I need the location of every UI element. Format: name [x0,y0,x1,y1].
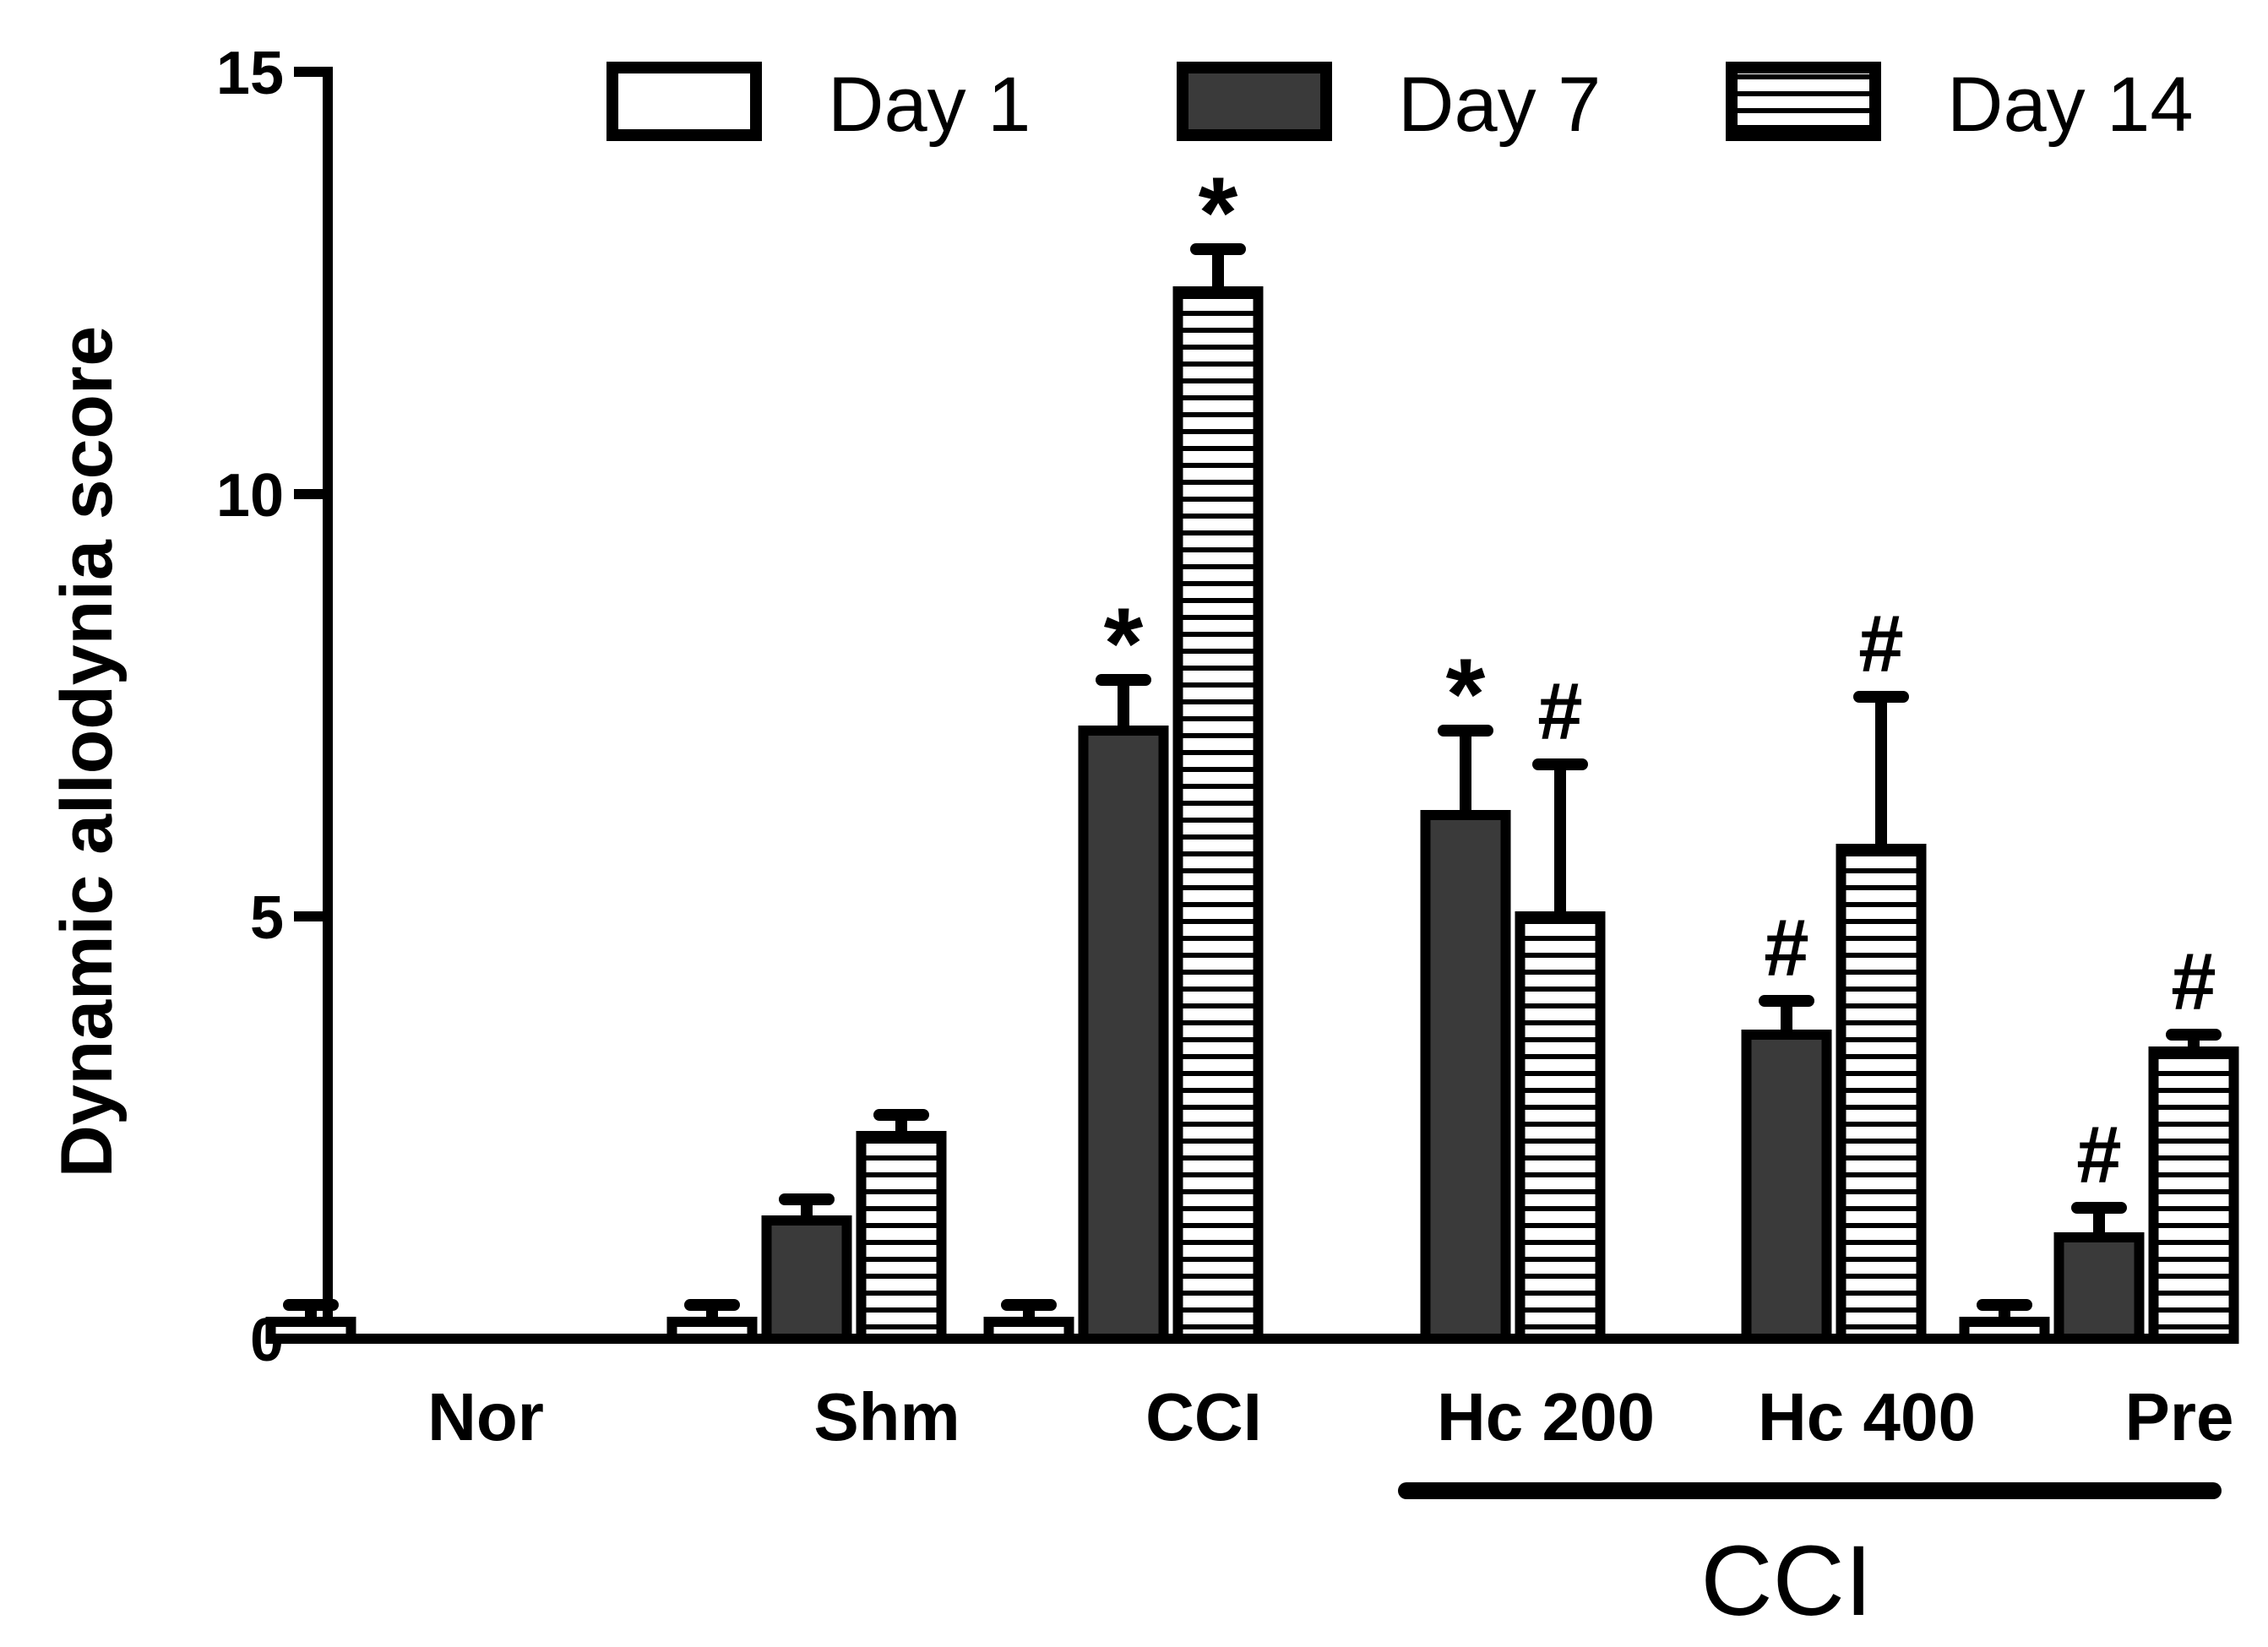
significance-marker: # [1764,903,1808,993]
bar-day-7-pre [2053,1232,2145,1344]
legend-label: Day 1 [828,62,1031,148]
bar-day-14-pre [2148,1046,2239,1344]
y-tick-label: 15 [216,40,284,107]
bars [265,243,2239,1344]
category-label: Shm [813,1379,960,1454]
legend-swatch-day-1 [606,62,762,141]
significance-marker: # [2171,937,2216,1027]
category-label: Nor [427,1379,544,1454]
significance-marker: # [1858,599,1903,689]
significance-marker: * [1104,587,1144,700]
bar-day-14-hc-400 [1836,844,1927,1344]
legend-label: Day 14 [1947,62,2194,148]
significance-marker: * [1446,638,1486,751]
bar-day-14-shm [856,1131,947,1344]
y-tick-label: 10 [216,462,284,530]
bar-day-1-nor [265,1317,356,1344]
category-label: Hc 200 [1437,1379,1655,1454]
bar-day-1-pre [1959,1317,2050,1344]
bar-day-1-shm [666,1317,758,1344]
bar-day-7-cci [1078,726,1169,1344]
group-label: CCI [1700,1525,1872,1637]
significance-markers: * * # # * # # # [1104,156,2216,1200]
legend-label: Day 7 [1398,62,1601,148]
category-label: Hc 400 [1758,1379,1976,1454]
significance-marker: # [1537,666,1582,757]
y-axis-ticks: 051015 [216,40,328,1374]
significance-marker: * [1199,156,1238,269]
category-labels: Nor Shm CCI Hc 200 Hc 400 Pre [427,1379,2233,1454]
bar-day-7-hc-200 [1420,810,1511,1344]
bar-day-7-hc-400 [1741,1030,1832,1344]
significance-marker: # [2076,1110,2121,1200]
y-tick-label: 5 [250,884,284,952]
legend: Day 1 Day 7 Day 14 [606,62,2194,148]
legend-swatch-day-14 [1726,62,1881,141]
category-label: Pre [2125,1379,2234,1454]
bar-day-14-cci [1172,286,1264,1344]
bar-day-14-hc-200 [1515,911,1606,1344]
legend-swatch-day-7 [1177,62,1332,141]
y-axis-label: Dynamic allodynia score [46,326,128,1178]
bar-day-7-shm [761,1215,852,1344]
bar-day-1-cci [983,1317,1074,1344]
category-label: CCI [1145,1379,1262,1454]
